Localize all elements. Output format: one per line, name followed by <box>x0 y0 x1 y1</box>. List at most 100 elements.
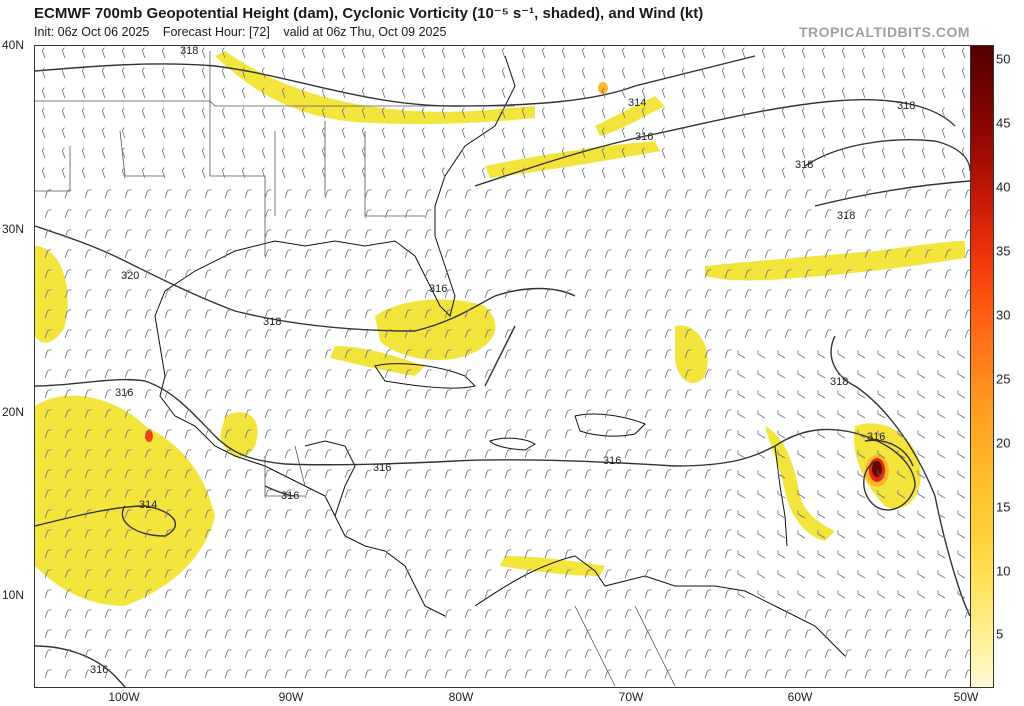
wind-barb <box>564 349 572 359</box>
wind-barb <box>324 429 332 439</box>
wind-barb <box>284 189 292 199</box>
wind-barb <box>504 549 512 559</box>
wind-barb <box>84 229 92 239</box>
wind-barb <box>824 269 832 279</box>
wind-barb <box>601 87 606 99</box>
wind-barb <box>124 429 132 439</box>
wind-barb <box>321 67 326 79</box>
wind-barb <box>864 649 872 659</box>
wind-barb <box>44 429 52 439</box>
wind-barb <box>584 569 592 579</box>
wind-barb <box>501 147 506 159</box>
wind-barb <box>664 289 672 299</box>
wind-barb <box>584 209 592 219</box>
wind-barb <box>364 229 372 239</box>
forecast-hour: Forecast Hour: [72] <box>162 25 270 39</box>
wind-barb <box>564 229 572 239</box>
wind-barb <box>244 249 252 259</box>
wind-barb <box>121 167 126 179</box>
wind-barb <box>464 229 472 239</box>
wind-barb <box>684 409 692 419</box>
wind-barb <box>524 289 532 299</box>
wind-barb <box>84 589 92 599</box>
wind-barb <box>624 449 632 459</box>
wind-barb <box>937 410 946 419</box>
wind-barb <box>721 167 726 179</box>
wind-barb <box>424 589 432 599</box>
wind-barb <box>684 469 692 479</box>
wind-barb <box>644 409 652 419</box>
wind-barb <box>957 510 966 519</box>
wind-barb <box>44 249 52 259</box>
wind-barb <box>604 269 612 279</box>
wind-barb <box>784 629 792 639</box>
wind-barb <box>624 329 632 339</box>
wind-barb <box>424 569 432 579</box>
wind-barb <box>624 669 632 679</box>
wind-barb <box>461 67 466 79</box>
wind-barb <box>664 249 672 259</box>
wind-barb <box>364 189 372 199</box>
wind-barb <box>61 127 66 139</box>
wind-barb <box>877 410 886 419</box>
wind-barb <box>544 569 552 579</box>
wind-barb <box>844 189 852 199</box>
wind-barb <box>224 429 232 439</box>
wind-barb <box>884 269 892 279</box>
wind-barb <box>84 329 92 339</box>
wind-barb <box>564 249 572 259</box>
wind-barb <box>901 67 906 79</box>
wind-barb <box>364 389 372 399</box>
wind-barb <box>644 569 652 579</box>
colorbar-tick: 25 <box>996 371 1011 387</box>
wind-barb <box>504 249 512 259</box>
wind-barb <box>481 87 486 99</box>
wind-barb <box>244 649 252 659</box>
wind-barb <box>821 67 826 79</box>
wind-barb <box>84 509 92 519</box>
wind-barb <box>141 167 146 179</box>
wind-barb <box>424 409 432 419</box>
wind-barb <box>801 47 806 59</box>
wind-barb <box>957 550 966 559</box>
wind-barb <box>704 449 712 459</box>
wind-barb <box>704 269 712 279</box>
wind-barb <box>44 329 52 339</box>
wind-barb <box>684 249 692 259</box>
wind-barb <box>404 409 412 419</box>
wind-barb <box>224 469 232 479</box>
wind-barb <box>84 469 92 479</box>
wind-barb <box>901 147 906 159</box>
wind-barb <box>824 189 832 199</box>
wind-barb <box>877 350 886 359</box>
wind-barb <box>841 47 846 59</box>
wind-barb <box>364 329 372 339</box>
wind-barb <box>224 609 232 619</box>
wind-barb <box>104 269 112 279</box>
wind-barb <box>624 429 632 439</box>
wind-barb <box>244 589 252 599</box>
wind-barb <box>777 370 786 379</box>
wind-barb <box>684 569 692 579</box>
wind-barb <box>897 350 906 359</box>
wind-barb <box>701 67 706 79</box>
wind-barb <box>781 127 786 139</box>
wind-barb <box>957 390 966 399</box>
wind-barb <box>644 249 652 259</box>
wind-barb <box>204 669 212 679</box>
wind-barb <box>724 489 732 499</box>
wind-barb <box>944 329 952 339</box>
wind-barb <box>424 649 432 659</box>
wind-barb <box>64 509 72 519</box>
wind-barb <box>941 127 946 139</box>
wind-barb <box>781 67 786 79</box>
wind-barb <box>801 147 806 159</box>
wind-barb <box>341 107 346 119</box>
wind-barb <box>484 649 492 659</box>
wind-barb <box>624 609 632 619</box>
wind-barb <box>884 329 892 339</box>
wind-barb <box>264 369 272 379</box>
wind-barb <box>61 167 66 179</box>
wind-barb <box>884 649 892 659</box>
wind-barb <box>757 490 766 499</box>
